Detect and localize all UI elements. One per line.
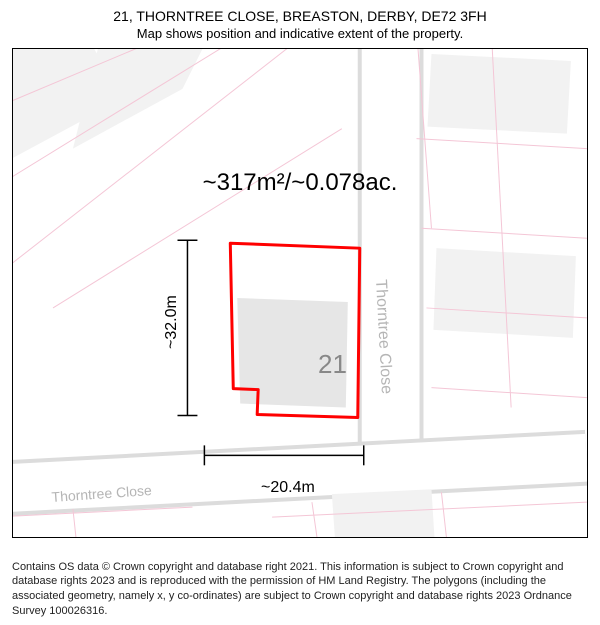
footer-text: Contains OS data © Crown copyright and d…: [12, 560, 588, 619]
dimension-height-label: ~32.0m: [163, 295, 181, 349]
page-title: 21, THORNTREE CLOSE, BREASTON, DERBY, DE…: [0, 8, 600, 24]
area-label: ~317m²/~0.078ac.: [13, 169, 587, 197]
page-subtitle: Map shows position and indicative extent…: [0, 26, 600, 41]
house-number: 21: [318, 349, 347, 380]
map-frame: ~317m²/~0.078ac. 21 Thorntree Close Thor…: [12, 48, 588, 538]
map-svg: [13, 49, 587, 537]
page: 21, THORNTREE CLOSE, BREASTON, DERBY, DE…: [0, 0, 600, 625]
dimension-width-label: ~20.4m: [261, 479, 315, 497]
header: 21, THORNTREE CLOSE, BREASTON, DERBY, DE…: [0, 8, 600, 41]
